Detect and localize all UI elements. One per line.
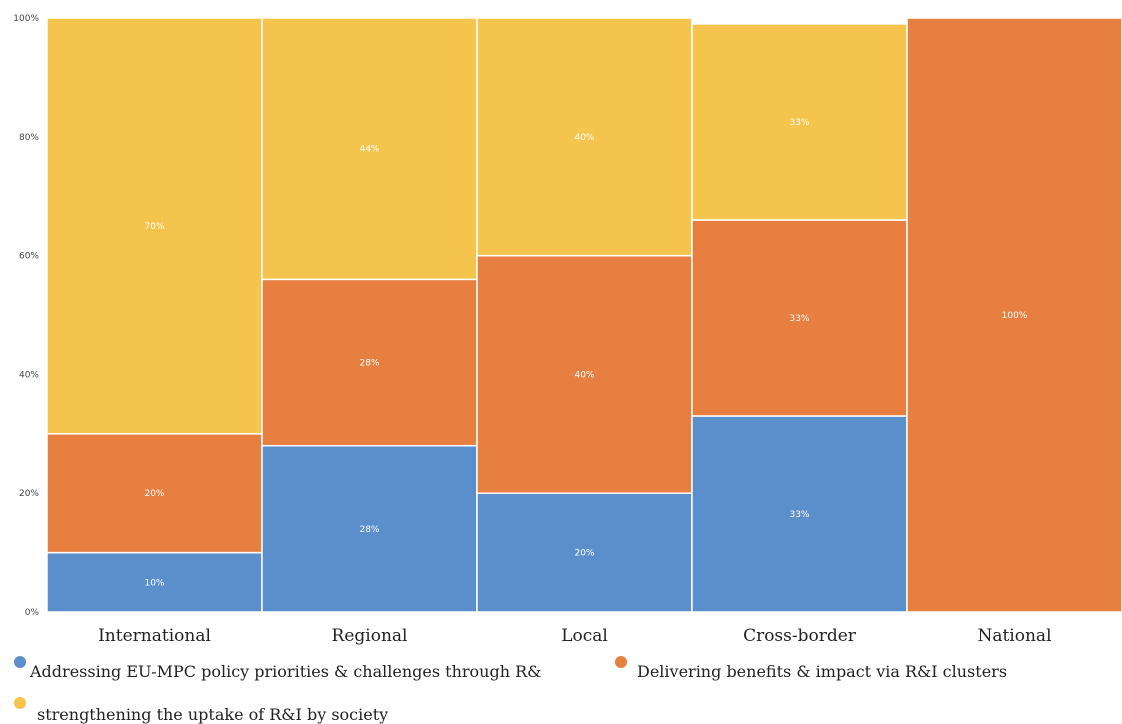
x-category-label: International	[98, 626, 211, 646]
bar-segment	[476, 17, 693, 257]
y-tick-label: 60%	[19, 252, 39, 262]
legend-marker	[14, 697, 26, 709]
bar-segment	[906, 17, 1122, 613]
x-category-label: National	[977, 626, 1051, 646]
legend-label: Addressing EU-MPC policy priorities & ch…	[29, 662, 541, 681]
data-label: 20%	[144, 489, 164, 499]
y-tick-label: 100%	[13, 14, 39, 24]
data-label: 28%	[359, 359, 379, 369]
y-tick-label: 40%	[19, 370, 39, 380]
data-label: 44%	[359, 145, 379, 155]
data-label: 40%	[574, 133, 594, 143]
x-category-label: Cross-border	[743, 626, 857, 646]
data-label: 70%	[144, 222, 164, 232]
bar-segment	[691, 23, 908, 221]
data-label: 33%	[789, 118, 809, 128]
bar-segment	[476, 254, 693, 494]
legend-label: strengthening the uptake of R&I by socie…	[37, 705, 388, 724]
data-label: 100%	[1002, 311, 1028, 321]
y-tick-label: 80%	[19, 133, 39, 143]
bar-segment	[46, 551, 263, 613]
bar-segment	[261, 444, 478, 613]
data-label: 10%	[144, 578, 164, 588]
bar-segment	[46, 433, 263, 554]
bar-segment	[691, 415, 908, 613]
data-label: 20%	[574, 549, 594, 559]
y-tick-label: 20%	[19, 489, 39, 499]
legend-label: Delivering benefits & impact via R&I clu…	[637, 662, 1007, 681]
bar-segment	[261, 278, 478, 447]
data-label: 33%	[789, 314, 809, 324]
data-label: 33%	[789, 510, 809, 520]
x-category-label: Regional	[332, 626, 408, 646]
data-label: 40%	[574, 370, 594, 380]
bar-segment	[476, 492, 693, 613]
legend-marker	[615, 656, 627, 668]
data-label: 28%	[359, 525, 379, 535]
legend-marker	[14, 656, 26, 668]
bar-segment	[261, 17, 478, 281]
y-tick-label: 0%	[25, 608, 40, 618]
x-category-label: Local	[561, 626, 608, 646]
bar-segment	[46, 17, 263, 435]
